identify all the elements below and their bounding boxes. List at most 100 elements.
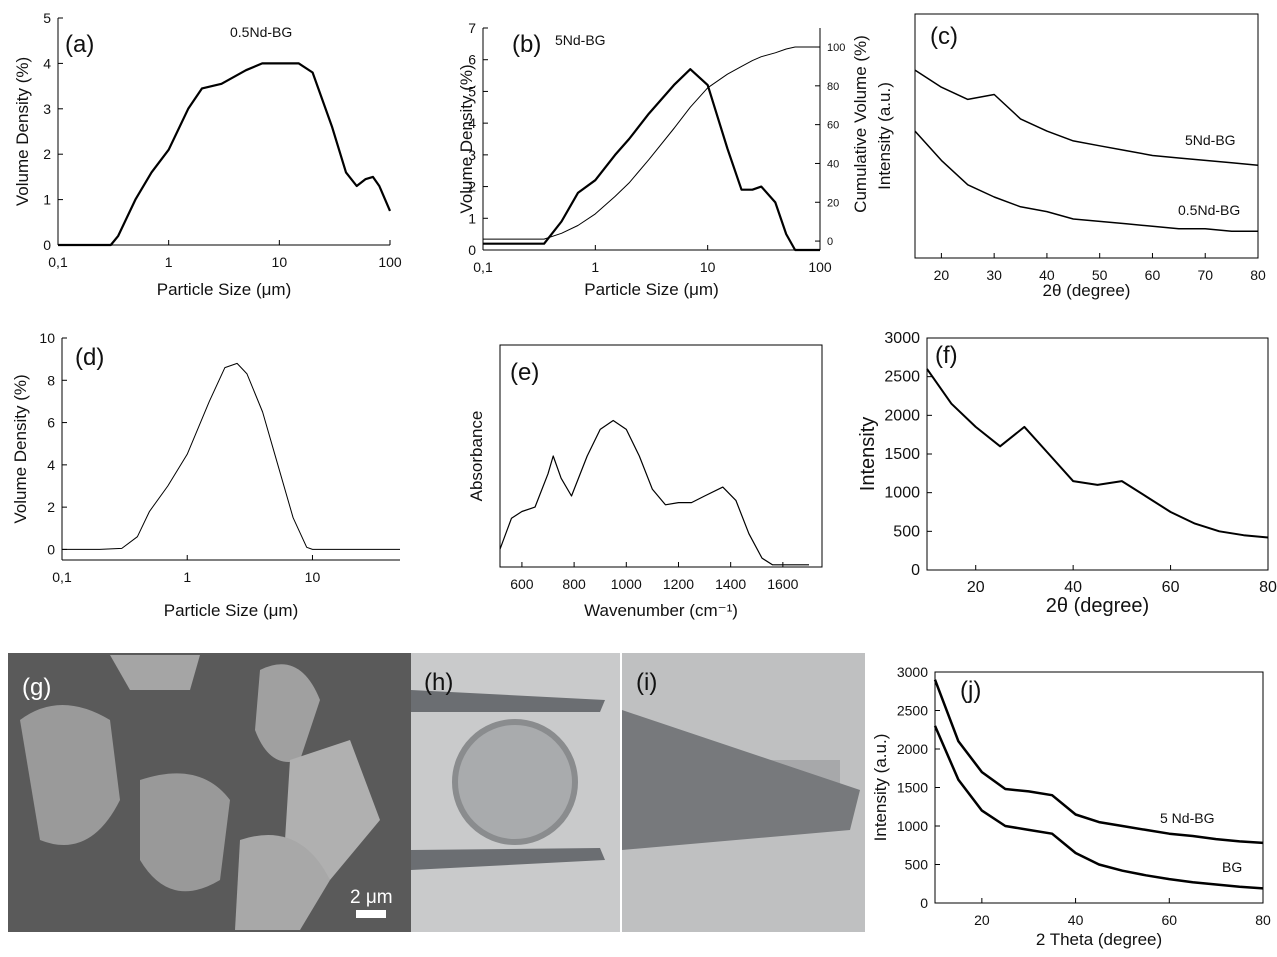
- tweezer: [622, 710, 860, 850]
- photo-h: (h): [411, 653, 620, 932]
- x-tick-label: 20: [967, 579, 985, 596]
- y-axis-label: Intensity: [857, 417, 879, 491]
- data-line: [914, 69, 1259, 167]
- y2-tick-label: 20: [827, 197, 839, 209]
- y-tick-label: 3: [43, 101, 51, 117]
- x-tick-label: 60: [1161, 912, 1177, 928]
- tweezer: [411, 848, 605, 870]
- x-tick-label: 1600: [767, 576, 798, 592]
- series-label: 5 Nd-BG: [1160, 810, 1214, 826]
- y-tick-label: 2: [468, 179, 476, 195]
- panel-label: (d): [75, 344, 104, 371]
- y2-tick-label: 40: [827, 158, 839, 170]
- x-axis-label: Particle Size (μm): [584, 280, 718, 299]
- x-tick-label: 50: [1092, 267, 1108, 283]
- y-tick-label: 500: [905, 857, 929, 873]
- panel-label: (b): [512, 31, 541, 58]
- x-axis-label: 2θ (degree): [1043, 281, 1131, 300]
- particle: [285, 740, 380, 880]
- y-tick-label: 1: [468, 210, 476, 226]
- y2-tick-label: 0: [827, 236, 833, 248]
- particle: [235, 835, 330, 930]
- y-tick-label: 6: [468, 52, 476, 68]
- x-tick-label: 60: [1145, 267, 1161, 283]
- y-axis-label: Intensity (a.u.): [871, 734, 890, 842]
- y-tick-label: 2000: [897, 741, 928, 757]
- y-tick-label: 2500: [884, 369, 920, 386]
- y-tick-label: 2: [43, 146, 51, 162]
- y-axis-label: Intensity (a.u.): [875, 82, 894, 190]
- particle: [110, 655, 200, 690]
- y2-axis-label: Cumulative Volume (%): [851, 35, 870, 213]
- x-axis-label: 2θ (degree): [1046, 595, 1149, 617]
- x-tick-label: 1: [591, 259, 599, 275]
- particle: [140, 773, 230, 892]
- x-axis-label: Particle Size (μm): [157, 280, 291, 299]
- y2-tick-label: 100: [827, 42, 845, 54]
- y-tick-label: 500: [893, 523, 920, 540]
- y-tick-label: 4: [47, 457, 55, 473]
- photo-i: (i): [622, 653, 865, 932]
- y-axis-label: Volume Density (%): [13, 57, 32, 206]
- y-tick-label: 2000: [884, 407, 920, 424]
- y-tick-label: 10: [39, 330, 55, 346]
- chart-panel: 0,1 1 10 100 0 1 2 3 4 5 Particle Size (μm) Volume …: [13, 10, 402, 299]
- x-tick-label: 40: [1039, 267, 1055, 283]
- panel-label: (a): [65, 31, 94, 58]
- y-axis-label: Volume Density (%): [457, 64, 476, 213]
- x-axis-label: Particle Size (μm): [164, 601, 298, 620]
- series-label: 5Nd-BG: [1185, 132, 1236, 148]
- x-tick-label: 20: [974, 912, 990, 928]
- x-tick-label: 0,1: [473, 259, 493, 275]
- data-line: [499, 419, 809, 566]
- series-label: BG: [1222, 859, 1242, 875]
- x-tick-label: 80: [1259, 579, 1277, 596]
- y-tick-label: 8: [47, 372, 55, 388]
- x-tick-label: 100: [808, 259, 832, 275]
- chart-panel: 20 40 60 80 0 500 1000 1500 2000 2500 3000 2θ (degr…: [857, 330, 1277, 617]
- data-line: [483, 46, 820, 240]
- data-line: [933, 725, 1264, 890]
- x-tick-label: 1000: [611, 576, 642, 592]
- data-line: [933, 679, 1264, 845]
- y2-tick-label: 60: [827, 120, 839, 132]
- x-tick-label: 80: [1255, 912, 1271, 928]
- y-tick-label: 0: [911, 562, 920, 579]
- y-axis-label: Volume Density (%): [11, 374, 30, 523]
- chart-panel: 600 800 1000 1200 1400 1600 Wavenumber (cm⁻¹) A…: [467, 344, 823, 620]
- x-axis-label: 2 Theta (degree): [1036, 930, 1162, 949]
- photo-g: (g) 2 μm: [8, 653, 411, 932]
- panel-label: (h): [424, 669, 453, 696]
- plot-frame: [499, 344, 823, 568]
- data-line: [62, 362, 400, 550]
- y-tick-label: 6: [47, 415, 55, 431]
- x-tick-label: 1: [165, 254, 173, 270]
- x-tick-label: 800: [562, 576, 586, 592]
- chart-panel: 20 40 60 80 0 500 1000 1500 2000 2500 3000 5 Nd-BG B…: [871, 664, 1271, 949]
- x-tick-label: 20: [934, 267, 950, 283]
- x-tick-label: 1: [183, 569, 191, 585]
- x-tick-label: 40: [1068, 912, 1084, 928]
- x-tick-label: 100: [378, 254, 402, 270]
- series-label: 0.5Nd-BG: [1178, 202, 1240, 218]
- y-tick-label: 3000: [897, 664, 928, 680]
- scaffold: [452, 719, 578, 845]
- chart-panel: 0,1 1 10 100 0 1 2 3 4 5 6 7 0 20 40 60 80 100 Particle Si…: [457, 20, 870, 299]
- annotation: 0.5Nd-BG: [230, 24, 292, 40]
- y-tick-label: 0: [920, 895, 928, 911]
- y-tick-label: 0: [468, 242, 476, 258]
- y-tick-label: 1: [43, 192, 51, 208]
- data-line: [58, 62, 392, 247]
- y-tick-label: 2: [47, 499, 55, 515]
- x-tick-label: 10: [700, 259, 716, 275]
- panel-label: (g): [22, 674, 51, 701]
- y-tick-label: 4: [43, 55, 51, 71]
- x-tick-label: 1400: [715, 576, 746, 592]
- x-tick-label: 60: [1162, 579, 1180, 596]
- y-tick-label: 3000: [884, 330, 920, 347]
- x-tick-label: 40: [1064, 579, 1082, 596]
- particle: [255, 664, 320, 762]
- y-tick-label: 5: [468, 83, 476, 99]
- chart-panel: 20 30 40 50 60 70 80 5Nd-BG 0.5Nd-BG 2θ (degree) I…: [875, 13, 1266, 300]
- data-line: [926, 368, 1269, 539]
